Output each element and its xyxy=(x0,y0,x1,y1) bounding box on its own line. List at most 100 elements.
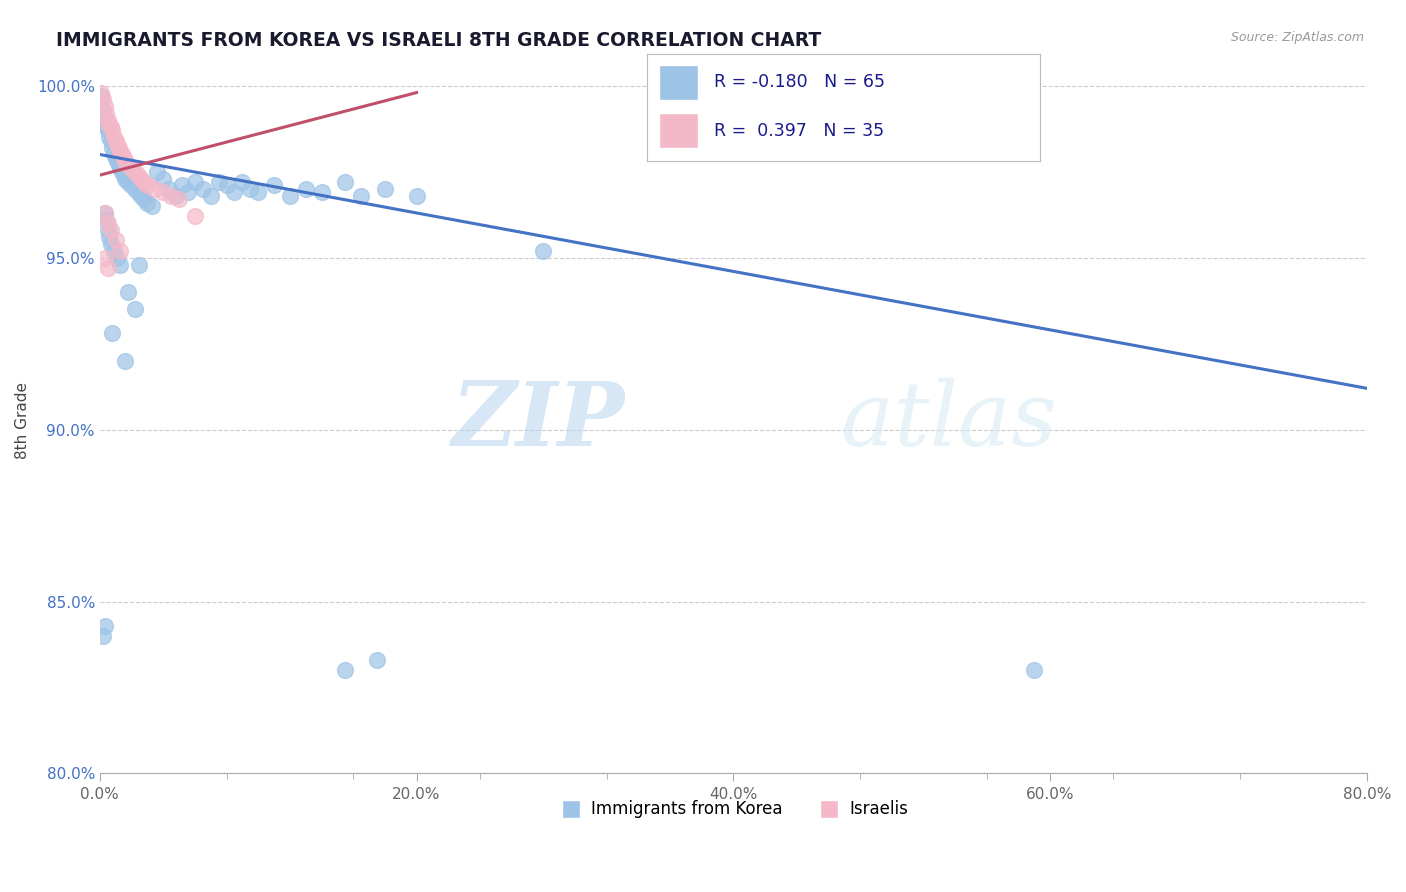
Point xyxy=(311,186,333,200)
Point xyxy=(110,258,132,272)
Point xyxy=(100,120,122,134)
Point xyxy=(128,258,150,272)
Point xyxy=(93,251,115,265)
Point xyxy=(91,93,114,107)
Point xyxy=(127,168,149,182)
Point xyxy=(114,171,136,186)
Point xyxy=(100,223,122,237)
Point xyxy=(110,244,132,258)
Point xyxy=(108,140,131,154)
Point xyxy=(114,353,136,368)
Point xyxy=(141,199,163,213)
Point xyxy=(172,178,194,193)
Point xyxy=(103,244,125,258)
Point xyxy=(94,106,117,120)
Point xyxy=(104,134,127,148)
Point xyxy=(117,285,139,299)
Text: R =  0.397   N = 35: R = 0.397 N = 35 xyxy=(714,121,884,139)
Point xyxy=(124,164,146,178)
Point xyxy=(405,188,427,202)
Point xyxy=(103,147,125,161)
Point xyxy=(108,158,131,172)
Point xyxy=(97,260,120,275)
Point xyxy=(98,230,121,244)
Point xyxy=(129,188,152,202)
Point xyxy=(231,175,253,189)
Point xyxy=(94,120,117,134)
Point xyxy=(531,244,554,258)
Point xyxy=(117,158,139,172)
Point xyxy=(224,186,246,200)
Point xyxy=(121,161,143,176)
Point xyxy=(136,178,159,193)
Point xyxy=(143,182,166,196)
Point xyxy=(239,182,262,196)
Point xyxy=(374,182,396,196)
Point xyxy=(215,178,238,193)
Point xyxy=(159,182,181,196)
Point xyxy=(146,164,169,178)
Point xyxy=(117,175,139,189)
Point xyxy=(97,216,120,230)
Point xyxy=(93,618,115,632)
Point xyxy=(114,154,136,169)
Bar xyxy=(658,65,697,100)
Point xyxy=(207,175,229,189)
Point xyxy=(103,130,125,145)
Text: ZIP: ZIP xyxy=(453,377,626,464)
Point xyxy=(90,86,112,100)
Point xyxy=(93,99,115,113)
Bar xyxy=(658,113,697,148)
Point xyxy=(247,186,270,200)
Point xyxy=(127,186,149,200)
Text: Source: ZipAtlas.com: Source: ZipAtlas.com xyxy=(1230,31,1364,45)
Point xyxy=(90,89,112,103)
Point xyxy=(134,175,156,189)
Point xyxy=(110,144,132,158)
Point xyxy=(105,251,128,265)
Point xyxy=(93,206,115,220)
Point xyxy=(97,123,120,137)
Point xyxy=(110,161,132,176)
Point xyxy=(177,186,200,200)
Point xyxy=(263,178,285,193)
Point xyxy=(152,171,174,186)
Point xyxy=(294,182,316,196)
Point xyxy=(184,175,207,189)
Point xyxy=(111,147,134,161)
Point xyxy=(105,137,128,152)
Point xyxy=(134,192,156,206)
Point xyxy=(101,140,124,154)
Point xyxy=(91,103,114,117)
Point xyxy=(105,154,128,169)
Point xyxy=(184,210,207,224)
Y-axis label: 8th Grade: 8th Grade xyxy=(15,383,30,459)
Point xyxy=(104,151,127,165)
Point xyxy=(100,236,122,251)
Point xyxy=(335,175,357,189)
Point xyxy=(278,188,301,202)
Point xyxy=(94,212,117,227)
Point xyxy=(191,182,214,196)
Point xyxy=(160,188,183,202)
Point xyxy=(111,164,134,178)
Point xyxy=(167,192,190,206)
Point xyxy=(112,151,135,165)
Point xyxy=(121,178,143,193)
Point xyxy=(124,182,146,196)
Point xyxy=(101,326,124,341)
Legend: Immigrants from Korea, Israelis: Immigrants from Korea, Israelis xyxy=(551,794,915,825)
Text: IMMIGRANTS FROM KOREA VS ISRAELI 8TH GRADE CORRELATION CHART: IMMIGRANTS FROM KOREA VS ISRAELI 8TH GRA… xyxy=(56,31,821,50)
Point xyxy=(165,188,187,202)
Point xyxy=(200,188,222,202)
Point xyxy=(97,223,120,237)
Point xyxy=(101,123,124,137)
Point xyxy=(112,168,135,182)
Point xyxy=(335,663,357,677)
Point xyxy=(98,116,121,130)
Point xyxy=(91,629,114,643)
Point xyxy=(152,186,174,200)
Point xyxy=(136,195,159,210)
Text: R = -0.180   N = 65: R = -0.180 N = 65 xyxy=(714,73,884,91)
Text: atlas: atlas xyxy=(841,377,1057,465)
